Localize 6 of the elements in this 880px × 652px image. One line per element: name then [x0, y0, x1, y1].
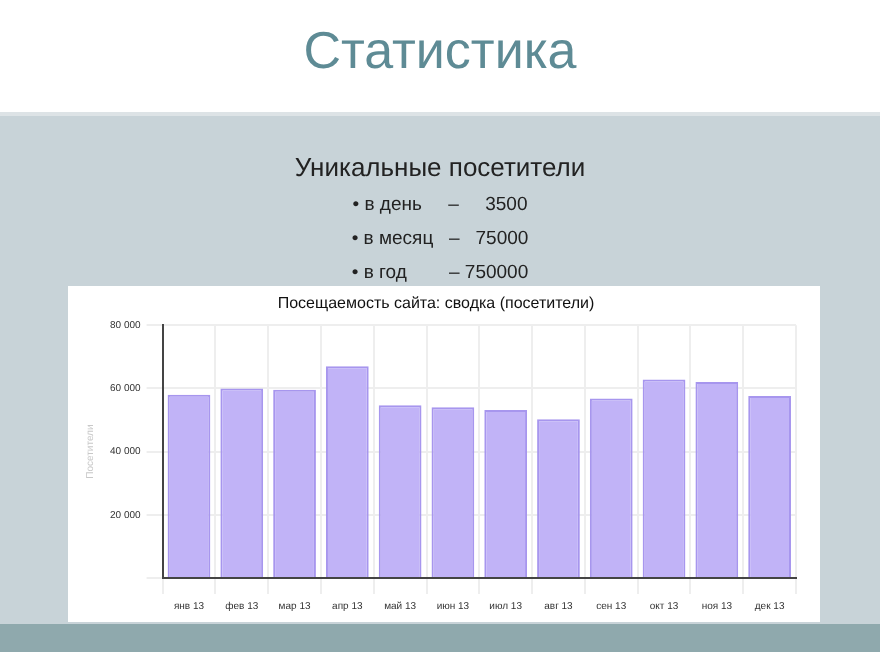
text: Уникальные посетители — [292, 152, 588, 182]
text: • в год – 750000 — [349, 262, 531, 284]
text: • в месяц – 75000 — [349, 228, 531, 250]
chart-title: Посещаемость сайта: сводка (посетители) — [277, 294, 595, 313]
text: Статистика — [301, 20, 579, 82]
text: • в день – 3500 — [350, 194, 530, 216]
